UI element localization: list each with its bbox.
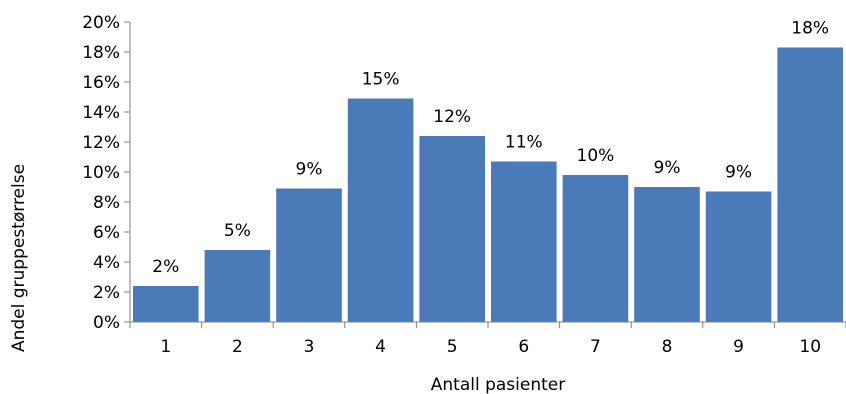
data-labels-group: 2% 5% 9% 15% 12% 11% 10% 9% 9% 18% (152, 19, 829, 278)
bar-10 (777, 47, 843, 322)
bar-1 (133, 286, 199, 322)
data-label-2: 5% (224, 221, 251, 241)
x-tick-label: 9 (733, 337, 744, 357)
y-axis-ticks: 0% 2% 4% 6% 8% 10% 12% 14% 16% 18% 20% (82, 13, 130, 333)
x-tick-label: 8 (662, 337, 673, 357)
bar-7 (562, 175, 629, 322)
bar-9 (705, 191, 772, 322)
y-tick-label: 6% (93, 223, 120, 243)
y-tick-label: 10% (82, 163, 120, 183)
y-tick-label: 2% (93, 283, 120, 303)
data-label-1: 2% (152, 257, 179, 277)
data-label-9: 9% (725, 163, 752, 183)
data-label-8: 9% (654, 158, 681, 178)
x-tick-label: 3 (304, 337, 315, 357)
y-tick-label: 20% (82, 13, 120, 33)
bar-2 (204, 250, 271, 322)
bar-3 (276, 188, 342, 322)
bars-group (133, 47, 843, 322)
data-label-6: 11% (505, 133, 543, 153)
bar-8 (634, 187, 700, 322)
y-tick-label: 14% (82, 103, 120, 123)
x-axis-ticks: 1 2 3 4 5 6 7 8 9 10 (129, 322, 846, 357)
y-tick-label: 4% (93, 253, 120, 273)
data-label-3: 9% (296, 160, 323, 180)
x-tick-label: 2 (232, 337, 243, 357)
x-tick-label: 6 (518, 337, 529, 357)
x-tick-label: 1 (160, 337, 171, 357)
x-axis-title: Antall pasienter (431, 375, 565, 394)
bar-5 (419, 136, 485, 322)
data-label-4: 15% (362, 70, 400, 90)
x-tick-label: 10 (799, 337, 821, 357)
y-axis-title: Andel gruppestørrelse (9, 164, 29, 352)
x-tick-label: 4 (375, 337, 386, 357)
y-tick-label: 0% (93, 313, 120, 333)
bar-6 (491, 161, 557, 322)
data-label-7: 10% (577, 146, 615, 166)
bar-4 (347, 98, 414, 322)
y-tick-label: 16% (82, 73, 120, 93)
data-label-10: 18% (791, 19, 829, 39)
x-tick-label: 7 (590, 337, 601, 357)
data-label-5: 12% (433, 107, 471, 127)
y-tick-label: 12% (82, 133, 120, 153)
y-tick-label: 8% (93, 193, 120, 213)
y-tick-label: 18% (82, 43, 120, 63)
x-tick-label: 5 (447, 337, 458, 357)
